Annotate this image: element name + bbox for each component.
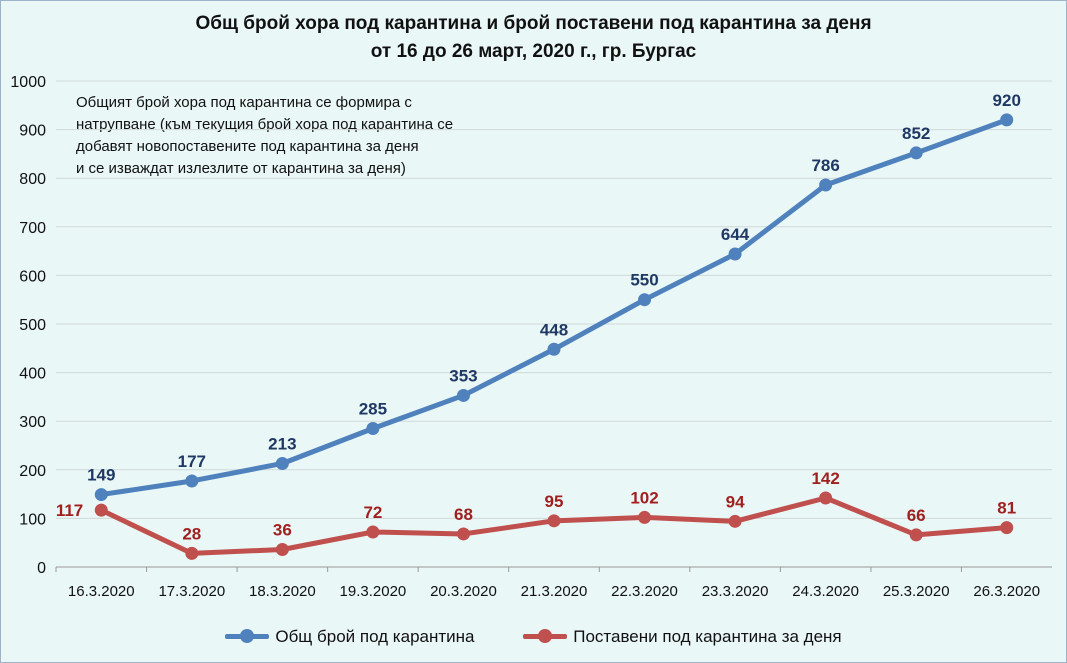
x-tick-label: 17.3.2020	[158, 583, 225, 600]
x-tick-label: 23.3.2020	[702, 583, 769, 600]
y-tick-label: 800	[19, 171, 46, 188]
data-point	[366, 421, 380, 435]
data-label: 117	[56, 501, 83, 520]
data-point	[909, 146, 923, 160]
data-label: 786	[811, 156, 839, 175]
data-point	[909, 528, 923, 542]
data-label: 142	[811, 469, 839, 488]
data-label: 213	[268, 434, 296, 453]
series-line	[98, 117, 1010, 498]
data-point	[456, 527, 470, 541]
data-label: 177	[178, 452, 206, 471]
y-tick-label: 400	[19, 366, 46, 383]
x-tick-label: 22.3.2020	[611, 583, 678, 600]
data-point	[185, 546, 199, 560]
x-tick-label: 20.3.2020	[430, 583, 497, 600]
y-tick-label: 700	[19, 220, 46, 237]
data-label: 448	[540, 320, 568, 339]
data-point	[1000, 521, 1014, 535]
data-point	[94, 503, 108, 517]
annotation-line4: и се изваждат излезлите от карантина за …	[76, 160, 406, 177]
data-point	[819, 178, 833, 192]
data-point	[728, 514, 742, 528]
y-tick-label: 600	[19, 268, 46, 285]
x-tick-label: 24.3.2020	[792, 583, 859, 600]
x-tick-label: 18.3.2020	[249, 583, 316, 600]
data-point	[275, 543, 289, 557]
y-tick-label: 1000	[10, 74, 46, 91]
data-label: 28	[182, 524, 201, 543]
data-point	[185, 474, 199, 488]
chart-legend: Общ брой под карантина Поставени под кар…	[0, 624, 1067, 647]
data-point	[728, 247, 742, 261]
x-tick-label: 19.3.2020	[340, 583, 407, 600]
data-label: 102	[630, 488, 658, 507]
data-point	[1000, 113, 1014, 127]
data-label: 149	[87, 466, 115, 485]
data-point	[275, 456, 289, 470]
x-tick-label: 25.3.2020	[883, 583, 950, 600]
annotation-line2: натрупване (към текущия брой хора под ка…	[76, 116, 454, 133]
data-point	[94, 488, 108, 502]
annotation-line3: добавят новопоставените под карантина за…	[76, 138, 419, 155]
data-label: 550	[630, 271, 658, 290]
data-point	[638, 510, 652, 524]
legend-swatch-daily	[523, 629, 568, 643]
y-tick-label: 300	[19, 414, 46, 431]
data-label: 68	[454, 505, 473, 524]
data-label: 95	[545, 492, 564, 511]
data-point	[638, 293, 652, 307]
x-tick-label: 26.3.2020	[973, 583, 1040, 600]
y-tick-label: 100	[19, 511, 46, 528]
data-label: 353	[449, 366, 477, 385]
data-label: 920	[993, 91, 1021, 110]
data-label: 36	[273, 521, 292, 540]
legend-item-total: Общ брой под карантина	[225, 626, 475, 647]
legend-item-daily: Поставени под карантина за деня	[523, 626, 842, 647]
data-point	[819, 491, 833, 505]
data-label: 94	[726, 492, 745, 511]
legend-label-daily: Поставени под карантина за деня	[573, 626, 842, 646]
annotation-line1: Общият брой хора под карантина се формир…	[76, 94, 412, 111]
chart-title-line1: Общ брой хора под карантина и брой поста…	[195, 13, 872, 34]
y-tick-label: 900	[19, 123, 46, 140]
y-tick-label: 0	[37, 560, 46, 577]
legend-label-total: Общ брой под карантина	[275, 626, 475, 646]
data-label: 66	[907, 506, 926, 525]
chart-title-line2: от 16 до 26 март, 2020 г., гр. Бургас	[370, 41, 697, 62]
legend-swatch-total	[225, 629, 270, 643]
chart-title: Общ брой хора под карантина и брой поста…	[0, 10, 1067, 66]
data-point	[366, 525, 380, 539]
y-tick-label: 500	[19, 317, 46, 334]
data-label: 285	[359, 399, 387, 418]
data-label: 852	[902, 124, 930, 143]
data-label: 81	[997, 499, 1016, 518]
data-label: 644	[721, 225, 750, 244]
data-point	[456, 388, 470, 402]
data-point	[547, 342, 561, 356]
y-tick-label: 200	[19, 463, 46, 480]
x-tick-label: 21.3.2020	[521, 583, 588, 600]
x-tick-label: 16.3.2020	[68, 583, 135, 600]
data-point	[547, 514, 561, 528]
chart-annotation: Общият брой хора под карантина се формир…	[76, 92, 516, 180]
data-label: 72	[363, 503, 382, 522]
